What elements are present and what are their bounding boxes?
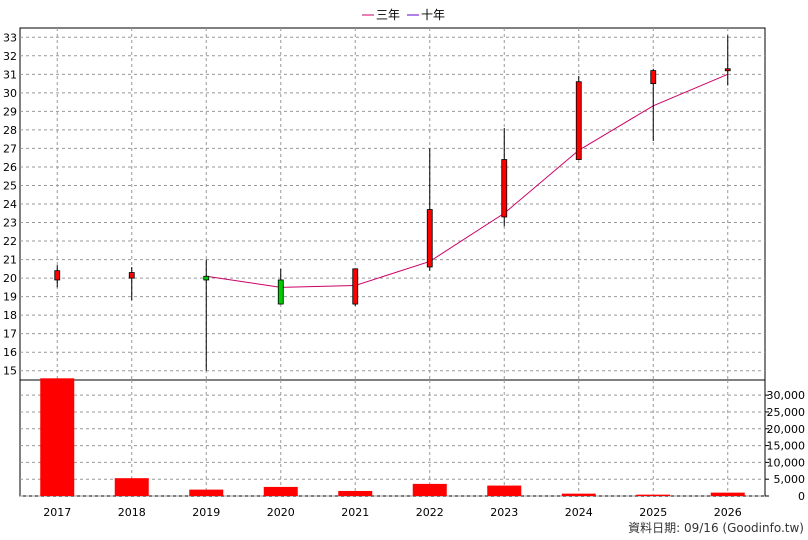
price-y-tick-label: 29	[3, 105, 17, 118]
candle-body	[352, 268, 359, 305]
volume-y-tick-label: 30,000	[767, 389, 806, 402]
candle-body	[724, 68, 731, 72]
price-y-tick-label: 31	[3, 68, 17, 81]
price-y-tick-label: 27	[3, 142, 17, 155]
volume-y-tick-label: 5,000	[774, 473, 806, 486]
price-y-tick-label: 28	[3, 124, 17, 137]
candle-body	[54, 270, 61, 281]
volume-panel: 0 5,000 10,000 15,000 20,000 25,000 30,000	[19, 378, 806, 503]
price-y-tick-label: 21	[3, 254, 17, 267]
price-y-tick-label: 23	[3, 217, 17, 230]
price-y-tick-label: 26	[3, 161, 17, 174]
volume-bar	[412, 483, 447, 496]
volume-bar	[263, 486, 298, 496]
legend-label-ma10: 十年	[421, 8, 445, 22]
candle-body	[501, 159, 508, 218]
price-panel: 15 16 17 18 19 20 21 22 23 24 25 26 27 28 29 30 31 32 33	[3, 27, 766, 381]
candle-body	[575, 81, 582, 160]
x-tick-label: 2026	[714, 506, 742, 519]
price-y-tick-label: 16	[3, 346, 17, 359]
volume-bar	[561, 493, 596, 496]
price-y-tick-label: 22	[3, 235, 17, 248]
price-y-tick-label: 32	[3, 50, 17, 63]
candle-body	[203, 275, 210, 281]
x-tick-label: 2025	[639, 506, 667, 519]
volume-bar	[40, 378, 75, 496]
volume-bar	[114, 478, 149, 496]
x-tick-label: 2021	[341, 506, 369, 519]
candle-body	[650, 70, 657, 84]
price-y-tick-label: 15	[3, 365, 17, 378]
volume-y-tick-label: 15,000	[767, 440, 806, 453]
price-y-tick-label: 24	[3, 198, 17, 211]
candle-body	[128, 272, 135, 279]
candle-body	[426, 209, 433, 268]
volume-bar	[487, 485, 522, 496]
x-tick-label: 2020	[267, 506, 295, 519]
price-y-tick-label: 19	[3, 291, 17, 304]
x-tick-label: 2024	[565, 506, 593, 519]
volume-y-tick-label: 0	[798, 490, 805, 503]
chart-legend: 三年 十年	[362, 8, 445, 22]
x-tick-label: 2018	[118, 506, 146, 519]
volume-bar	[636, 494, 671, 496]
price-y-tick-label: 33	[3, 31, 17, 44]
price-y-tick-label: 18	[3, 309, 17, 322]
candle-body	[277, 279, 284, 305]
price-y-tick-label: 17	[3, 328, 17, 341]
legend-label-ma3: 三年	[376, 8, 400, 22]
price-y-tick-label: 30	[3, 87, 17, 100]
volume-y-tick-label: 10,000	[767, 456, 806, 469]
x-tick-label: 2017	[43, 506, 71, 519]
price-y-tick-label: 20	[3, 272, 17, 285]
volume-bar	[710, 492, 745, 496]
x-tick-label: 2023	[490, 506, 518, 519]
price-y-tick-label: 25	[3, 179, 17, 192]
x-tick-label: 2022	[416, 506, 444, 519]
x-axis: 2017 2018 2019 2020 2021 2022 2023 2024 2025 2026	[43, 506, 742, 519]
ma-line-three-year	[206, 73, 728, 288]
volume-bar	[338, 490, 373, 496]
volume-y-tick-label: 25,000	[767, 406, 806, 419]
volume-bar	[189, 489, 224, 496]
volume-y-tick-label: 20,000	[767, 423, 806, 436]
volume-plot-frame	[19, 379, 766, 497]
x-tick-label: 2019	[192, 506, 220, 519]
source-label: 資料日期: 09/16 (Goodinfo.tw)	[628, 521, 804, 535]
